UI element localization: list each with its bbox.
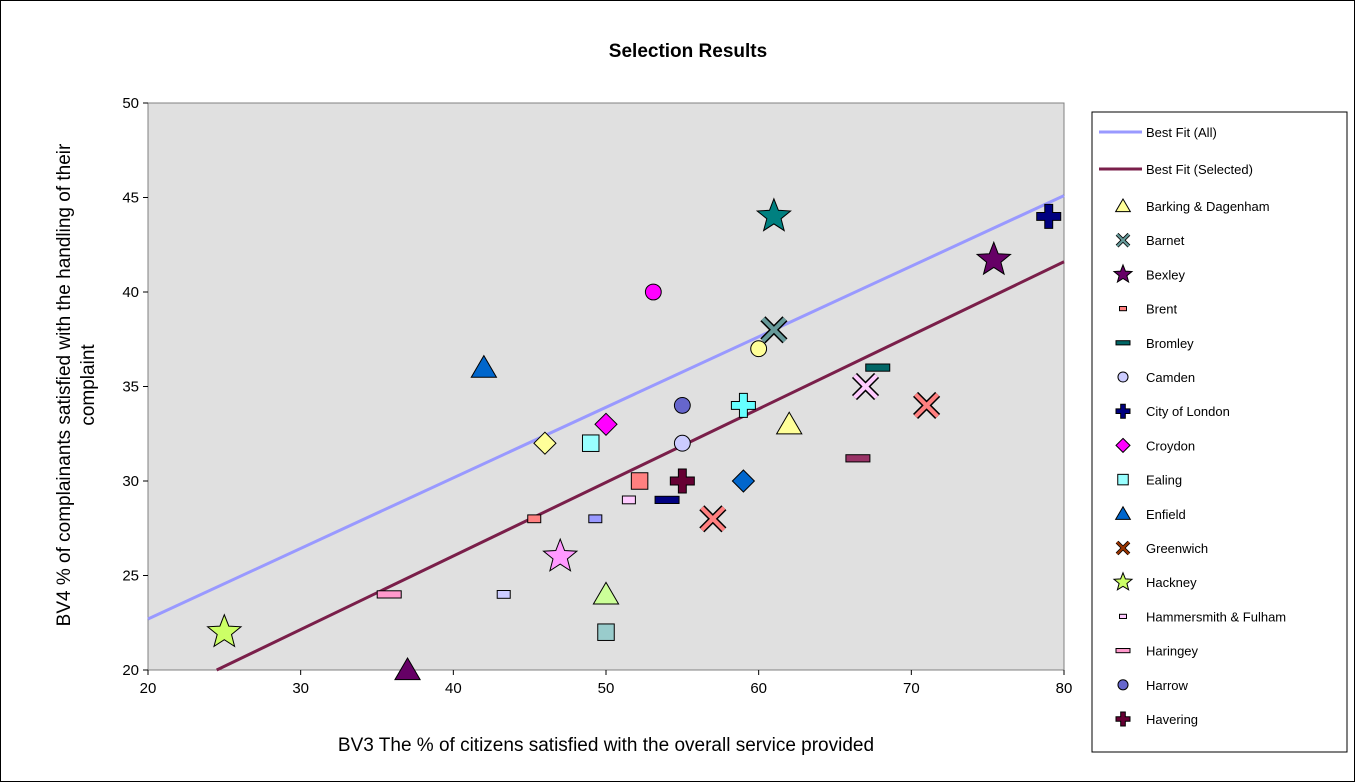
data-point (1115, 540, 1131, 556)
data-point (597, 623, 615, 641)
legend-entry-label: City of London (1146, 404, 1230, 419)
legend-entry-label: Best Fit (All) (1146, 125, 1217, 140)
data-point (470, 354, 498, 378)
data-point (1115, 340, 1131, 346)
data-point (1115, 232, 1131, 248)
legend-entry-label: Enfield (1146, 507, 1186, 522)
legend: Best Fit (All) Best Fit (Selected) Barking… (1099, 125, 1286, 727)
data-point (760, 316, 788, 344)
x-tick-label: 30 (292, 680, 309, 697)
data-point (865, 363, 891, 372)
data-point (630, 472, 649, 490)
data-point (654, 495, 680, 504)
data-point (1114, 198, 1132, 213)
legend-entry-label: Harrow (1146, 678, 1189, 693)
data-point (913, 391, 941, 419)
legend-entry-label: Best Fit (Selected) (1146, 162, 1253, 177)
data-point (376, 590, 402, 599)
legend-entry-label: Barnet (1146, 233, 1185, 248)
data-point (730, 392, 756, 418)
y-axis-label: BV4 % of complainants satisfied with the… (54, 143, 99, 626)
data-point (542, 537, 579, 572)
x-axis-ticks: 20 30 40 50 60 70 80 (140, 670, 1073, 697)
data-point (1036, 203, 1062, 229)
legend-entry-label: Bromley (1146, 336, 1194, 351)
data-point (581, 434, 600, 452)
x-axis-label: BV3 The % of citizens satisfied with the… (338, 735, 874, 756)
data-point (496, 590, 511, 599)
data-point (1115, 437, 1131, 454)
data-point (1115, 648, 1131, 654)
best-fit-line (147, 194, 1065, 621)
data-point (1117, 371, 1129, 383)
legend-entry-label: Haringey (1146, 644, 1199, 659)
data-point (592, 581, 620, 605)
data-point (750, 340, 768, 358)
y-tick-label: 40 (122, 284, 139, 301)
y-tick-label: 45 (122, 190, 139, 207)
y-tick-label: 30 (122, 473, 139, 490)
data-point (644, 283, 662, 301)
data-point (673, 434, 691, 452)
data-point (1119, 306, 1127, 312)
data-point (621, 495, 636, 505)
y-axis-ticks: 20 25 30 35 40 45 50 (122, 95, 148, 679)
y-tick-label: 20 (122, 662, 139, 679)
legend-entry-label: Hammersmith & Fulham (1146, 609, 1286, 624)
data-point (394, 657, 422, 681)
data-point (775, 411, 803, 435)
plot-area (147, 102, 1065, 671)
data-point (669, 468, 695, 494)
legend-entry-label: Hackney (1146, 575, 1197, 590)
best-fit-line (216, 260, 1065, 672)
data-point (1114, 505, 1132, 520)
x-tick-label: 20 (140, 680, 157, 697)
data-points (206, 197, 1062, 681)
legend-entry-label: Camden (1146, 370, 1195, 385)
data-point (851, 372, 880, 401)
legend-entry-label: Greenwich (1146, 541, 1208, 556)
y-axis-label-line-2: complaint (78, 344, 99, 426)
data-point (1117, 473, 1129, 486)
legend-entry-label: Croydon (1146, 438, 1195, 453)
x-tick-label: 80 (1056, 680, 1073, 697)
legend-entry-label: Havering (1146, 712, 1198, 727)
y-tick-label: 50 (122, 95, 139, 112)
x-tick-label: 50 (598, 680, 615, 697)
chart-title: Selection Results (609, 41, 767, 62)
legend-entry-label: Brent (1146, 302, 1177, 317)
legend-entry-label: Bexley (1146, 267, 1186, 282)
legend-entry-label: Ealing (1146, 473, 1182, 488)
data-point (755, 197, 792, 232)
data-point (588, 514, 603, 524)
data-point (1115, 711, 1131, 727)
data-point (1115, 403, 1131, 419)
x-tick-label: 70 (903, 680, 920, 697)
y-axis-label-line-1: BV4 % of complainants satisfied with the… (54, 143, 75, 626)
best-fit-lines (147, 194, 1065, 672)
data-point (1117, 679, 1129, 691)
data-point (594, 412, 618, 437)
legend-entry-label: Barking & Dagenham (1146, 199, 1270, 214)
x-tick-label: 40 (445, 680, 462, 697)
data-point (1119, 613, 1127, 619)
data-point (699, 505, 727, 533)
data-point (533, 431, 557, 455)
data-point (527, 514, 542, 524)
data-point (206, 613, 243, 648)
data-point (845, 454, 871, 463)
y-tick-label: 35 (122, 379, 139, 396)
data-point (1112, 263, 1134, 284)
data-point (1112, 571, 1134, 591)
legend-box (1091, 111, 1348, 753)
data-point (673, 396, 691, 414)
x-tick-label: 60 (750, 680, 767, 697)
data-point (731, 469, 756, 493)
data-point (975, 240, 1012, 276)
y-tick-label: 25 (122, 568, 139, 585)
